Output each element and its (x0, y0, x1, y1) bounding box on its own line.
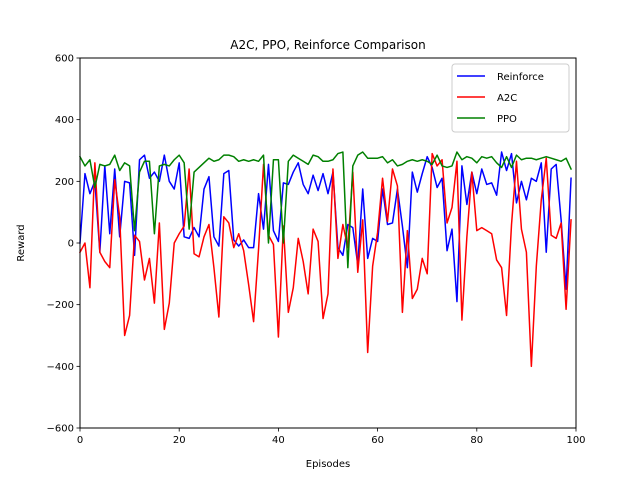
x-tick-label: 40 (272, 435, 285, 446)
x-tick-label: 80 (470, 435, 483, 446)
x-axis-label: Episodes (306, 459, 350, 470)
series-line-a2c (78, 152, 572, 368)
y-axis-label: Reward (16, 224, 27, 261)
y-tick-label: −400 (47, 362, 74, 373)
chart-title: A2C, PPO, Reinforce Comparison (230, 38, 425, 52)
x-tick-label: 0 (77, 435, 83, 446)
y-tick-label: 400 (55, 115, 74, 126)
y-axis: −600 −400 −200 0 200 400 600 (47, 54, 80, 435)
x-tick-label: 60 (371, 435, 384, 446)
x-axis: 0 20 40 60 80 100 (77, 428, 586, 446)
legend-label-reinforce: Reinforce (497, 72, 544, 83)
y-tick-label: −600 (47, 424, 74, 435)
series-group (78, 151, 573, 368)
y-tick-label: 0 (68, 239, 74, 250)
x-tick-label: 20 (173, 435, 186, 446)
y-tick-label: 600 (55, 54, 74, 65)
x-tick-label: 100 (566, 435, 585, 446)
legend-label-a2c: A2C (497, 93, 517, 104)
series-line-ppo (78, 151, 573, 269)
y-tick-label: −200 (47, 300, 74, 311)
y-tick-label: 200 (55, 177, 74, 188)
legend-box (451, 63, 570, 133)
legend: Reinforce A2C PPO (451, 63, 570, 133)
series-line-reinforce (79, 151, 572, 303)
legend-label-ppo: PPO (497, 114, 517, 125)
